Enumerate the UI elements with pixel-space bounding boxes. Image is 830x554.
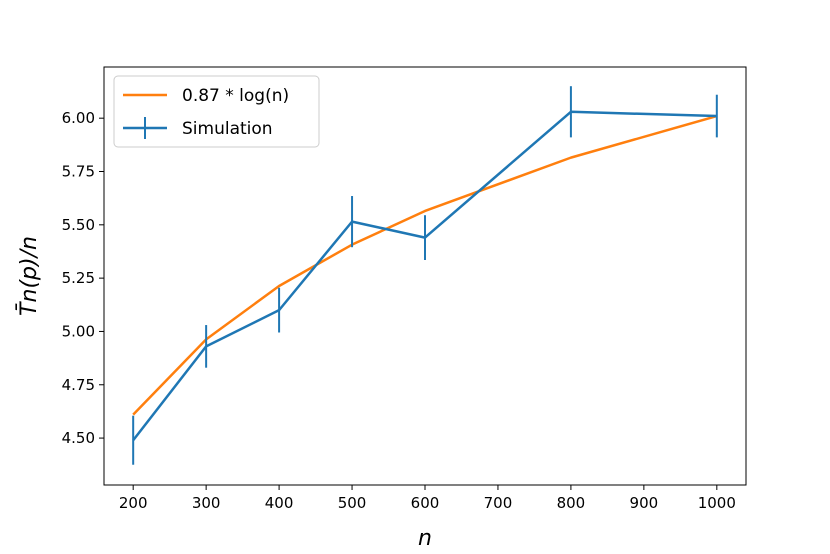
y-tick-label: 4.75 (62, 376, 95, 394)
x-tick-label: 1000 (698, 494, 736, 512)
y-tick-label: 5.75 (62, 163, 95, 181)
x-tick-label: 800 (557, 494, 586, 512)
x-axis-label: n (418, 526, 432, 551)
plot-area (132, 86, 718, 465)
x-tick-label: 500 (338, 494, 367, 512)
legend-label-0: 0.87 * log(n) (182, 86, 289, 106)
y-tick-label: 5.25 (62, 269, 95, 287)
y-axis-label: T̄n(p)/n (16, 236, 42, 316)
series-line-0 (132, 114, 718, 416)
x-tick-label: 200 (119, 494, 148, 512)
series-line-1 (132, 110, 717, 441)
x-tick-label: 300 (192, 494, 221, 512)
y-tick-label: 5.50 (62, 216, 95, 234)
x-tick-label: 400 (265, 494, 294, 512)
legend-label-1: Simulation (182, 119, 273, 139)
x-axis: 200 300 400 500 600 700 800 900 1000 (119, 485, 736, 512)
x-tick-label: 900 (630, 494, 659, 512)
y-axis: 4.50 4.75 5.00 5.25 5.50 5.75 6.00 (62, 109, 104, 447)
x-tick-label: 700 (484, 494, 513, 512)
x-tick-label: 600 (411, 494, 440, 512)
y-tick-label: 6.00 (62, 109, 95, 127)
y-tick-label: 5.00 (62, 322, 95, 340)
y-tick-label: 4.50 (62, 429, 95, 447)
legend: 0.87 * log(n) Simulation (113, 75, 320, 148)
